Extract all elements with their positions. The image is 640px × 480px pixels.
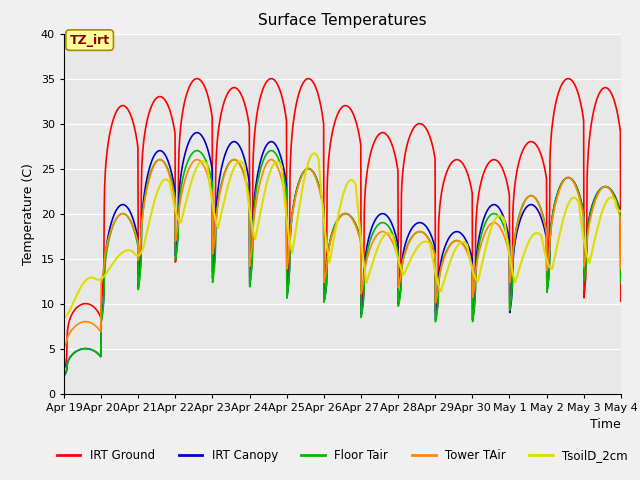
Floor Tair bbox=[60, 373, 68, 379]
IRT Ground bbox=[184, 88, 191, 94]
IRT Canopy bbox=[184, 142, 191, 147]
Y-axis label: Temperature (C): Temperature (C) bbox=[22, 163, 35, 264]
Floor Tair bbox=[246, 278, 254, 284]
IRT Canopy bbox=[193, 130, 201, 135]
Tower TAir bbox=[246, 258, 254, 264]
IRT Canopy bbox=[170, 183, 178, 189]
Tower TAir bbox=[171, 195, 179, 201]
Floor Tair bbox=[429, 245, 437, 251]
Line: IRT Canopy: IRT Canopy bbox=[64, 132, 621, 376]
Tower TAir bbox=[617, 266, 625, 272]
IRT Canopy bbox=[246, 276, 254, 281]
TsoilD_2cm bbox=[246, 211, 254, 217]
IRT Canopy bbox=[60, 373, 68, 379]
Title: Surface Temperatures: Surface Temperatures bbox=[258, 13, 427, 28]
Floor Tair bbox=[170, 191, 178, 196]
IRT Canopy bbox=[551, 200, 559, 205]
Tower TAir bbox=[551, 203, 559, 209]
TsoilD_2cm bbox=[617, 208, 625, 214]
TsoilD_2cm bbox=[429, 259, 437, 264]
Line: TsoilD_2cm: TsoilD_2cm bbox=[64, 154, 621, 317]
Tower TAir bbox=[502, 238, 509, 244]
Floor Tair bbox=[193, 148, 201, 154]
TsoilD_2cm bbox=[551, 253, 559, 259]
TsoilD_2cm bbox=[310, 151, 318, 156]
Tower TAir bbox=[429, 246, 437, 252]
IRT Ground bbox=[246, 270, 254, 276]
TsoilD_2cm bbox=[184, 192, 191, 198]
TsoilD_2cm bbox=[60, 314, 68, 320]
IRT Ground bbox=[60, 367, 68, 373]
IRT Ground bbox=[429, 144, 436, 150]
IRT Canopy bbox=[617, 273, 625, 279]
Floor Tair bbox=[184, 158, 191, 164]
IRT Ground bbox=[502, 174, 509, 180]
Floor Tair bbox=[551, 200, 559, 205]
IRT Ground bbox=[170, 126, 178, 132]
Floor Tair bbox=[617, 280, 625, 286]
Tower TAir bbox=[156, 157, 164, 163]
Tower TAir bbox=[60, 344, 68, 350]
Line: Floor Tair: Floor Tair bbox=[64, 151, 621, 376]
IRT Ground bbox=[617, 298, 625, 304]
Line: IRT Ground: IRT Ground bbox=[64, 79, 621, 370]
Text: TZ_irt: TZ_irt bbox=[70, 34, 109, 47]
IRT Ground bbox=[564, 76, 572, 82]
Line: Tower TAir: Tower TAir bbox=[64, 160, 621, 347]
TsoilD_2cm bbox=[502, 228, 509, 234]
X-axis label: Time: Time bbox=[590, 418, 621, 431]
IRT Canopy bbox=[429, 238, 437, 244]
IRT Canopy bbox=[502, 222, 509, 228]
Tower TAir bbox=[184, 168, 192, 173]
Legend: IRT Ground, IRT Canopy, Floor Tair, Tower TAir, TsoilD_2cm: IRT Ground, IRT Canopy, Floor Tair, Towe… bbox=[52, 444, 633, 467]
Floor Tair bbox=[502, 229, 509, 235]
IRT Ground bbox=[551, 106, 559, 111]
TsoilD_2cm bbox=[170, 203, 178, 208]
